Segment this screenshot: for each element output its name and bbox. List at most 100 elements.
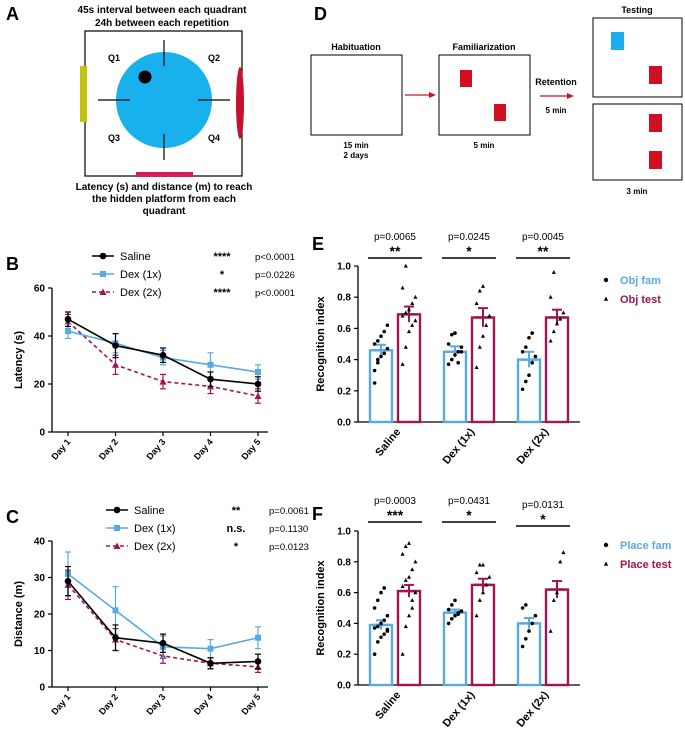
data-point-fam — [446, 607, 451, 612]
bar-test — [544, 588, 570, 687]
bar-test — [470, 316, 496, 424]
panel-c-line-chart: C 0 10 20 30 40 Day 1 Day 2 Day 3 Day 4 Day 5 Dista… — [6, 505, 309, 717]
y-axis-label: Recognition index — [315, 295, 327, 391]
data-point-fam — [372, 652, 377, 656]
bar-fam — [516, 358, 542, 424]
x-tick-label: Day 1 — [49, 692, 72, 717]
data-point-fam — [459, 345, 464, 349]
legend-marker-fam — [603, 542, 609, 548]
data-point-saline — [112, 634, 119, 642]
data-point-test — [481, 283, 485, 288]
visual-cue-right — [236, 67, 244, 139]
data-point-test — [400, 551, 405, 556]
habituation-label: Habituation — [331, 42, 381, 52]
y-axis-label: Recognition index — [315, 559, 327, 655]
testing-object-place-1 — [649, 114, 662, 132]
data-point-saline — [207, 375, 214, 383]
data-point-test — [407, 329, 411, 334]
x-tick-label: Dex (1x) — [441, 689, 478, 730]
legend-marker-test — [603, 296, 609, 301]
significance-stars: * — [466, 243, 472, 259]
testing-time: 3 min — [627, 187, 648, 196]
x-tick-label: Day 2 — [97, 437, 120, 462]
data-point-dex1 — [255, 634, 261, 641]
y-tick-label: 0.8 — [337, 557, 351, 568]
y-tick-label: 40 — [34, 537, 46, 548]
legend-marker-dex1 — [114, 525, 120, 531]
y-tick-label: 0.4 — [337, 355, 351, 366]
significance-stars: * — [466, 507, 472, 523]
data-point-test — [474, 570, 479, 575]
data-point-fam — [379, 334, 383, 339]
y-tick-label: 10 — [34, 646, 46, 657]
data-point-fam — [382, 586, 387, 590]
y-tick-label: 0.2 — [337, 386, 351, 397]
significance-stars: * — [234, 541, 239, 553]
x-tick-label: Day 2 — [97, 692, 120, 717]
data-point-dex2 — [159, 378, 167, 385]
data-point-fam — [376, 357, 380, 362]
x-tick-label: Saline — [373, 689, 403, 722]
arrow-1-head — [429, 92, 436, 98]
data-point-fam — [379, 354, 383, 359]
hidden-platform — [138, 70, 152, 84]
data-point-fam — [446, 621, 451, 626]
familiarization-time: 5 min — [474, 141, 495, 150]
x-tick-label: Day 1 — [49, 437, 72, 462]
data-point-fam — [379, 635, 383, 640]
data-point-fam — [450, 616, 454, 621]
data-point-test — [410, 301, 415, 306]
data-point-fam — [385, 613, 390, 618]
x-tick-label: Day 3 — [144, 437, 167, 462]
legend-label-dex2: Dex (2x) — [120, 287, 162, 299]
data-point-fam — [527, 335, 531, 340]
panel-letter: B — [6, 254, 19, 274]
significance-stars: ** — [538, 243, 549, 259]
data-point-test — [551, 598, 556, 602]
significance-stars: *** — [387, 507, 404, 523]
significance-stars: **** — [213, 251, 231, 263]
data-point-test — [410, 598, 415, 602]
data-point-test — [487, 574, 492, 579]
data-point-fam — [450, 603, 454, 607]
data-point-fam — [453, 613, 457, 618]
p-value: p<0.0001 — [255, 252, 295, 263]
panel-b-line-chart: B 0 20 40 60 Day 1 Day 2 Day 3 Day 4 Day 5 Latency… — [6, 251, 295, 462]
y-tick-label: 0.6 — [337, 588, 351, 599]
data-point-fam — [376, 360, 380, 365]
visual-cue-left — [80, 66, 87, 122]
data-point-test — [555, 321, 559, 326]
data-point-fam — [376, 624, 380, 629]
data-point-test — [410, 567, 415, 572]
data-point-test — [477, 288, 482, 293]
testing-object-place-2 — [649, 151, 662, 169]
p-value: p=0.0431 — [448, 496, 490, 507]
x-tick-label: Dex (1x) — [441, 426, 478, 467]
y-axis-label: Latency (s) — [13, 331, 25, 389]
panel-letter: E — [312, 234, 324, 254]
y-tick-label: 60 — [34, 284, 46, 295]
data-point-fam — [456, 360, 461, 365]
p-value: p=0.0003 — [374, 496, 416, 507]
data-point-test — [403, 310, 408, 315]
legend-marker-dex1 — [100, 271, 106, 277]
panel-letter: C — [6, 507, 19, 527]
legend-marker-saline — [113, 506, 121, 514]
testing-label: Testing — [621, 5, 652, 15]
familiar-object-1 — [460, 70, 472, 87]
data-point-fam — [446, 362, 451, 367]
panel-a-title-2: 24h between each repetition — [95, 18, 229, 29]
bar-test — [396, 589, 422, 687]
data-point-dex1 — [65, 328, 71, 335]
p-value: p=0.0065 — [374, 232, 416, 243]
data-point-fam — [382, 618, 387, 623]
data-point-test — [407, 613, 411, 618]
x-tick-label: Dex (2x) — [515, 689, 552, 730]
data-point-test — [400, 651, 405, 656]
testing-object-familiar — [649, 66, 662, 84]
legend-marker-fam — [603, 277, 609, 283]
x-tick-label: Saline — [373, 426, 403, 459]
data-point-test — [413, 559, 418, 564]
retention-label: Retention — [535, 77, 577, 87]
data-point-test — [481, 590, 485, 595]
